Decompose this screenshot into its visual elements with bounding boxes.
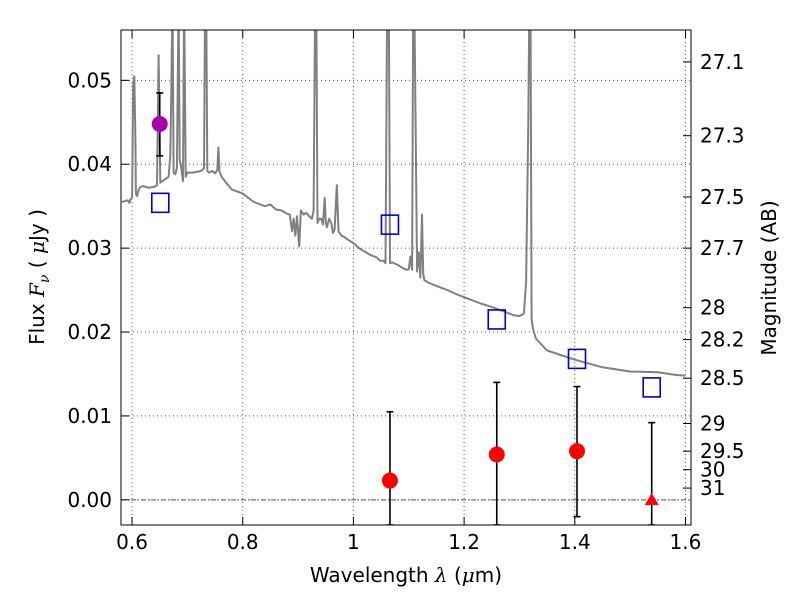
- x-tick-label: 1.6: [670, 530, 702, 554]
- y-tick-label: 0.00: [67, 488, 112, 512]
- magnitude-tick-label: 28.5: [700, 366, 745, 390]
- model-square-marker: [380, 214, 400, 235]
- magnitude-tick-label: 28.2: [700, 328, 745, 352]
- x-tick-label: 1: [347, 530, 360, 554]
- x-tick-label: 0.8: [227, 530, 259, 554]
- detection-point: [151, 115, 168, 132]
- right-axis-title: Magnitude (AB): [757, 200, 781, 355]
- magnitude-tick-label: 29: [700, 411, 725, 435]
- x-tick-label: 1.4: [559, 530, 591, 554]
- model-square-marker: [487, 309, 507, 330]
- plot-area: [121, 30, 686, 525]
- magnitude-tick-label: 31: [700, 476, 725, 500]
- measured-point: [569, 443, 585, 460]
- sed-spectrum-line: [121, 30, 686, 377]
- y-tick-label: 0.03: [67, 236, 112, 260]
- y-axis-ticks: 0.00 0.01 0.02 0.03 0.04 0.05: [67, 68, 129, 512]
- measured-point: [381, 472, 398, 489]
- measured-point: [488, 446, 505, 463]
- magnitude-tick-label: 27.5: [700, 185, 745, 209]
- magnitude-tick-label: 28: [700, 296, 725, 320]
- y-tick-label: 0.01: [67, 404, 112, 428]
- model-square-marker: [642, 377, 662, 398]
- model-square-marker: [567, 348, 587, 370]
- x-tick-label: 1.2: [448, 530, 480, 554]
- x-axis-ticks: 0.6 0.8 1 1.2 1.4 1.6: [116, 30, 701, 554]
- x-tick-label: 0.6: [116, 530, 148, 554]
- y-tick-label: 0.02: [67, 320, 112, 344]
- x-axis-title: Wavelength λ (μm): [310, 563, 502, 587]
- measured-upper-limit-triangle: [644, 492, 659, 505]
- y-tick-label: 0.05: [67, 68, 112, 92]
- magnitude-tick-label: 30: [700, 458, 725, 482]
- magnitude-tick-label: 27.3: [700, 124, 745, 148]
- magnitude-tick-label: 27.1: [700, 50, 745, 74]
- magnitude-tick-label: 29.5: [700, 439, 745, 463]
- y-tick-label: 0.04: [67, 152, 112, 176]
- plot-frame: [120, 29, 692, 526]
- sed-spectrum-layer: [121, 30, 686, 377]
- markers-layer: [151, 115, 659, 505]
- model-squares-layer: [150, 192, 662, 398]
- magnitude-tick-label: 27.7: [700, 236, 745, 260]
- model-square-marker: [150, 192, 170, 214]
- y-axis-title: Flux Fν ( μJy ): [25, 209, 53, 345]
